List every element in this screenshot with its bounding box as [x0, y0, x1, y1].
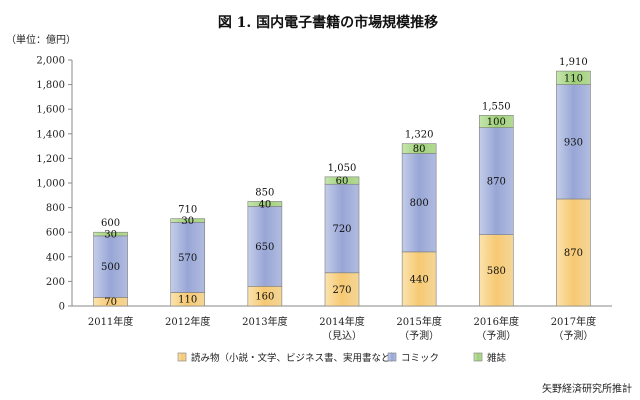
chart-title: 図 1. 国内電子書籍の市場規模推移 [218, 14, 438, 31]
data-label: 100 [487, 117, 506, 128]
source-note: 矢野経済研究所推計 [542, 382, 632, 395]
bars: 7050030600110570307101606504085027072060… [93, 57, 591, 308]
total-label: 1,550 [482, 101, 511, 112]
data-label: 870 [487, 177, 506, 188]
legend-swatch [177, 352, 187, 362]
y-tick-label: 200 [46, 277, 65, 288]
x-tick-sublabel: （予測） [399, 329, 439, 342]
bar-segment [401, 153, 437, 253]
y-axis-ticks: 0 200 400 600 800 1,000 1,200 1,400 1,600 1,800 2,… [36, 56, 72, 313]
total-label: 1,050 [328, 163, 357, 174]
y-tick-label: 600 [46, 228, 65, 239]
data-label: 650 [255, 242, 274, 253]
bar-segment [401, 251, 437, 307]
legend: 読み物（小説・文学、ビジネス書、実用書など） コミック 雑誌 [177, 352, 507, 364]
data-label: 930 [564, 137, 583, 148]
y-tick-label: 1,800 [36, 80, 65, 91]
y-tick-label: 2,000 [36, 56, 65, 67]
data-label: 580 [487, 266, 506, 277]
data-label: 110 [178, 295, 197, 306]
x-tick-label: 2011年度 [88, 315, 133, 328]
data-label: 270 [332, 285, 351, 296]
x-tick-sublabel: （予測） [476, 329, 516, 342]
x-tick-label: 2017年度 [551, 315, 596, 328]
data-label: 60 [336, 176, 349, 187]
data-label: 160 [255, 292, 274, 303]
y-tick-label: 800 [46, 203, 65, 214]
unit-label: （単位：億円） [6, 33, 76, 46]
bar-segment [556, 70, 591, 85]
total-label: 600 [101, 218, 120, 229]
bar-segment [556, 84, 591, 200]
bar-segment [324, 176, 360, 185]
legend-swatch [473, 352, 483, 362]
y-tick-label: 1,400 [36, 129, 65, 140]
data-label: 70 [104, 297, 117, 308]
total-label: 1,910 [559, 57, 588, 68]
legend-swatch [387, 352, 397, 362]
data-label: 40 [258, 199, 271, 210]
data-label: 110 [564, 73, 583, 84]
y-tick-label: 0 [59, 302, 65, 313]
x-axis-labels: 2011年度 2012年度 2013年度 2014年度（見込）2015年度（予測）20… [88, 315, 596, 342]
data-label: 30 [104, 230, 117, 241]
bar-segment [170, 218, 206, 223]
data-label: 500 [101, 262, 120, 273]
x-tick-label: 2013年度 [242, 315, 287, 328]
data-label: 30 [181, 216, 194, 227]
data-label: 440 [410, 274, 429, 285]
total-label: 1,320 [405, 130, 434, 141]
legend-label: 読み物（小説・文学、ビジネス書、実用書など） [191, 352, 400, 364]
x-tick-label: 2016年度 [474, 315, 519, 328]
y-tick-label: 1,200 [36, 154, 65, 165]
y-tick-label: 1,600 [36, 105, 65, 116]
y-tick-label: 400 [46, 252, 65, 263]
bar-segment [324, 272, 360, 307]
x-tick-sublabel: （見込） [322, 330, 362, 342]
legend-label: コミック [401, 353, 439, 364]
data-label: 870 [564, 248, 583, 259]
x-tick-label: 2014年度 [319, 315, 364, 328]
data-label: 80 [413, 144, 426, 155]
legend-label: 雑誌 [487, 352, 507, 364]
x-tick-label: 2015年度 [396, 315, 441, 328]
total-label: 850 [255, 187, 274, 198]
y-tick-label: 1,000 [36, 179, 65, 190]
bar-segment [401, 143, 437, 154]
bar-segment [556, 198, 591, 307]
total-label: 710 [178, 205, 197, 216]
data-label: 720 [332, 224, 351, 235]
x-tick-label: 2012年度 [165, 315, 210, 328]
bar-segment [247, 201, 283, 207]
data-label: 800 [410, 198, 429, 209]
bar-segment [93, 231, 128, 237]
bar-segment [478, 115, 514, 128]
bar-segment [478, 234, 514, 307]
bar-segment [478, 127, 514, 235]
bar-segment [93, 235, 128, 298]
bar-segment [170, 222, 206, 293]
data-label: 570 [178, 253, 197, 264]
x-tick-sublabel: （予測） [553, 329, 593, 342]
